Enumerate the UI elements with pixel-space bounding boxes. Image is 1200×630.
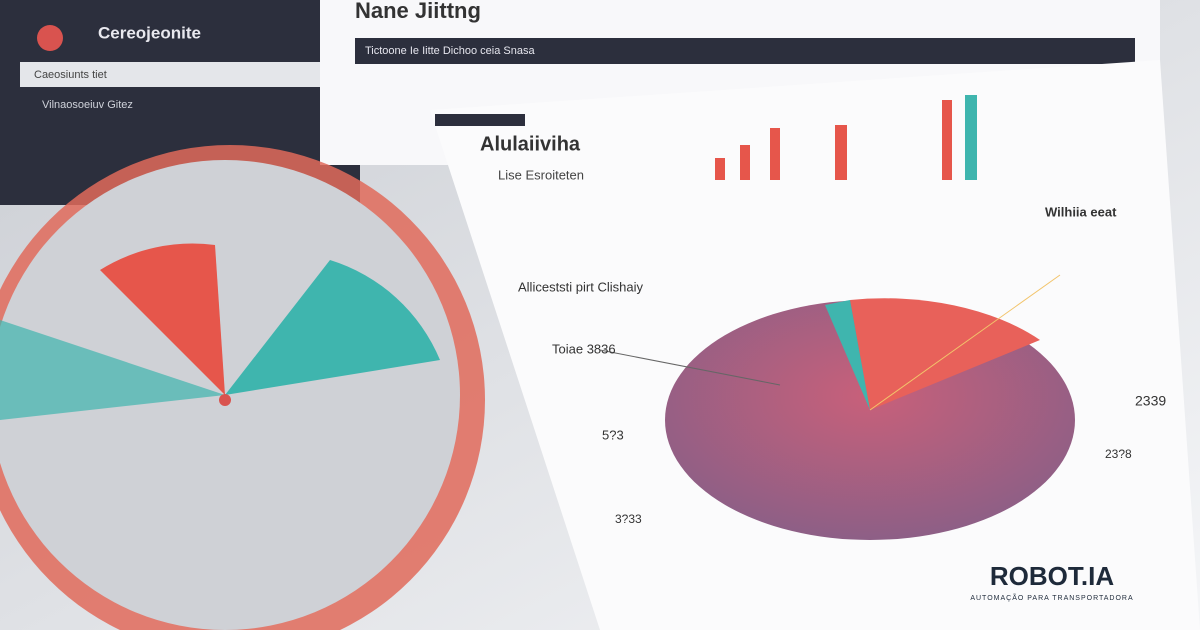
pie-label: 23?8 — [1105, 447, 1132, 461]
bar-shape — [715, 158, 725, 180]
center-dot — [219, 394, 231, 406]
logo-tagline: AUTOMAÇÃO PARA TRANSPORTADORA — [970, 593, 1133, 602]
header-title: Nane Jiittng — [355, 0, 481, 23]
slice — [225, 260, 440, 395]
card-side-title: Wilhiia eeat — [1045, 204, 1117, 219]
header-bar — [355, 38, 1135, 64]
leader — [869, 274, 1061, 411]
card-subtitle: Lise Esroiteten — [498, 167, 584, 182]
left-panel-title: Cereojeonite — [98, 23, 201, 42]
card-tag — [435, 114, 525, 126]
header-subtitle: Tictoone Ie Iitte Dichoo ceia Snasa — [365, 45, 535, 57]
pie-label: 2339 — [1135, 393, 1166, 409]
leader — [599, 349, 781, 386]
slice — [0, 320, 225, 420]
left-panel-icon — [37, 25, 63, 51]
bars — [715, 95, 977, 180]
bar-shape — [835, 125, 847, 180]
card-title: Alulaiiviha — [480, 133, 581, 155]
left-panel-subtitle: Caeosiunts tiet — [34, 69, 107, 81]
bar-shape — [740, 145, 750, 180]
pie-label: 3?33 — [615, 512, 642, 526]
left-panel-item: Vilnaosoeiuv Gitez — [42, 99, 133, 111]
slice — [100, 243, 225, 395]
bar-shape — [965, 95, 977, 180]
card-pie-slice — [825, 300, 870, 410]
card-pie-slice — [850, 298, 1040, 410]
bar-shape — [942, 100, 952, 180]
pie-label: Toiae 3836 — [552, 341, 616, 356]
pie-label: 5?3 — [602, 427, 624, 442]
bar-shape — [770, 128, 780, 180]
card-caption: Alliceststi pirt Clishaiy — [518, 279, 643, 294]
left-panel-bar — [20, 62, 340, 87]
logo-name: ROBOT.IA — [990, 561, 1114, 591]
